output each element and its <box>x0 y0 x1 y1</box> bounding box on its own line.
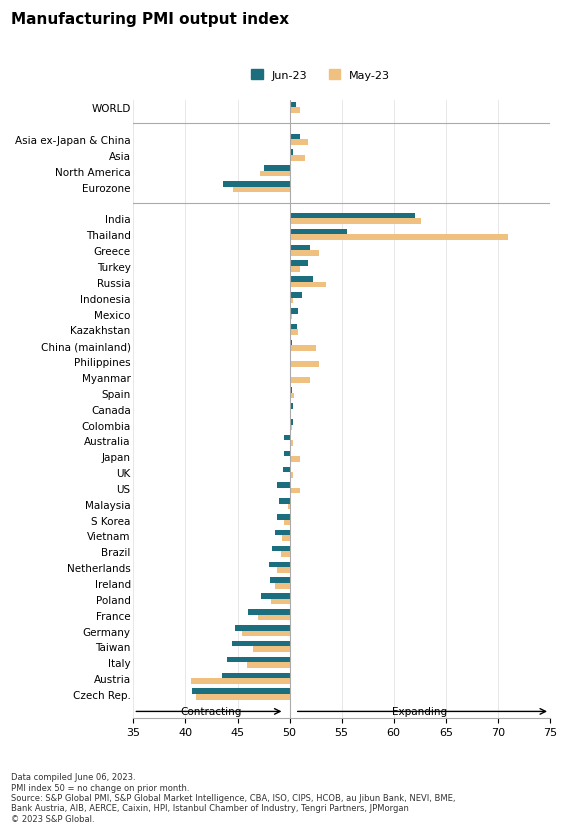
Bar <box>289 266 300 272</box>
Bar <box>284 435 289 441</box>
Bar <box>289 324 297 330</box>
Bar <box>284 520 289 525</box>
Text: Contracting: Contracting <box>181 706 242 716</box>
Bar <box>289 108 300 114</box>
Bar <box>289 472 293 478</box>
Bar <box>281 552 289 557</box>
Bar <box>272 546 289 552</box>
Bar <box>289 441 293 447</box>
Bar <box>253 647 289 653</box>
Bar <box>289 409 291 414</box>
Bar <box>289 457 300 462</box>
Bar <box>289 103 296 108</box>
Bar <box>284 451 289 457</box>
Bar <box>247 662 289 668</box>
Bar <box>289 261 308 266</box>
Bar <box>236 625 289 631</box>
Bar <box>260 172 289 177</box>
Bar <box>289 308 298 314</box>
Bar <box>289 135 300 140</box>
Bar <box>270 578 289 583</box>
Bar <box>289 404 293 409</box>
Bar <box>192 689 289 694</box>
Bar <box>277 483 289 488</box>
Bar <box>289 293 302 299</box>
Bar <box>289 229 347 235</box>
Bar <box>289 251 319 256</box>
Bar <box>289 299 293 304</box>
Bar <box>289 213 415 219</box>
Text: Data compiled June 06, 2023.
PMI index 50 = no change on prior month.
Source: S&: Data compiled June 06, 2023. PMI index 5… <box>11 772 456 823</box>
Bar <box>289 340 292 346</box>
Bar <box>289 235 509 241</box>
Bar <box>279 499 289 504</box>
Text: Manufacturing PMI output index: Manufacturing PMI output index <box>11 12 289 27</box>
Bar <box>289 419 293 425</box>
Bar <box>242 631 289 636</box>
Bar <box>289 219 421 225</box>
Bar <box>289 394 294 399</box>
Bar <box>261 594 289 599</box>
Bar <box>289 372 291 377</box>
Bar <box>264 166 289 172</box>
Bar <box>289 377 311 383</box>
Bar <box>289 151 293 155</box>
Bar <box>277 567 289 573</box>
Bar <box>289 246 311 251</box>
Bar <box>289 356 291 361</box>
Bar <box>289 488 300 494</box>
Bar <box>227 657 289 662</box>
Bar <box>289 425 292 431</box>
Bar <box>289 388 292 394</box>
Bar <box>289 314 292 320</box>
Bar <box>275 583 289 589</box>
Bar <box>289 155 305 161</box>
Bar <box>259 615 289 620</box>
Bar <box>289 283 326 288</box>
Bar <box>196 694 289 700</box>
Bar <box>283 536 289 542</box>
Bar <box>289 361 319 367</box>
Bar <box>190 678 289 684</box>
Bar <box>289 277 312 283</box>
Bar <box>248 609 289 615</box>
Bar <box>232 641 289 647</box>
Bar <box>275 530 289 536</box>
Bar <box>288 504 289 509</box>
Bar <box>271 599 289 605</box>
Bar <box>283 467 289 472</box>
Bar <box>289 140 308 146</box>
Bar <box>277 514 289 520</box>
Bar <box>222 673 289 678</box>
Bar <box>269 562 289 567</box>
Bar <box>289 346 316 351</box>
Bar <box>289 330 298 336</box>
Legend: Jun-23, May-23: Jun-23, May-23 <box>247 66 395 85</box>
Bar <box>223 182 289 188</box>
Bar <box>233 188 289 193</box>
Text: Expanding: Expanding <box>392 706 447 716</box>
